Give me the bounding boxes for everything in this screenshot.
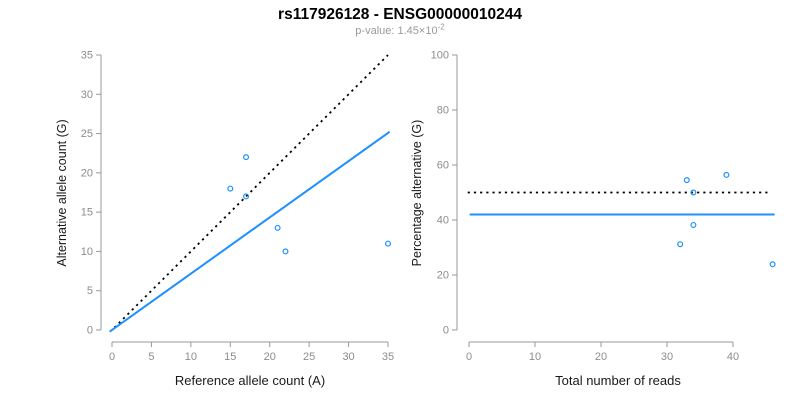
x-tick-label: 0 [109,351,115,363]
y-tick-label: 60 [437,160,449,172]
x-tick-label: 20 [595,351,607,363]
data-point [227,185,234,192]
data-point [723,171,730,178]
figure-title: rs117926128 - ENSG00000010244 [278,6,522,23]
x-tick-label: 15 [224,351,236,363]
y-tick-label: 20 [437,270,449,282]
x-tick-label: 35 [382,351,394,363]
y-tick-label: 20 [81,167,93,179]
x-tick-label: 30 [661,351,673,363]
y-axis-title: Alternative allele count (G) [55,119,69,266]
y-tick-label: 30 [81,89,93,101]
y-axis-title: Percentage alternative (G) [410,120,424,267]
y-tick-label: 10 [81,246,93,258]
x-tick-label: 40 [727,351,739,363]
y-tick-label: 5 [87,285,93,297]
x-tick-label: 0 [466,351,472,363]
y-tick-label: 100 [431,50,449,62]
y-tick-label: 0 [443,325,449,337]
regression-line [109,131,391,333]
x-tick-label: 10 [529,351,541,363]
data-point [282,248,289,255]
pvalue-base: 1.45×10 [397,25,438,37]
pvalue-exponent: -2 [437,22,445,32]
identity-line [113,54,389,329]
data-point [690,189,697,196]
x-tick-label: 25 [303,351,315,363]
data-point [243,193,250,200]
y-tick-label: 0 [87,325,93,337]
x-axis-title: Total number of reads [555,373,681,388]
data-point [690,221,697,228]
figure-subtitle: p-value: 1.45×10-2 [0,22,800,37]
x-tick-label: 30 [342,351,354,363]
data-point [385,240,392,247]
pvalue-label: p-value: [355,25,398,37]
x-tick-label: 5 [148,351,154,363]
data-point [769,261,776,268]
y-tick-label: 40 [437,215,449,227]
data-point [677,241,684,248]
y-tick-label: 25 [81,128,93,140]
x-tick-label: 20 [264,351,276,363]
data-point [274,224,281,231]
y-tick-label: 15 [81,207,93,219]
data-point [683,177,690,184]
data-point [243,154,250,161]
y-tick-label: 35 [81,50,93,62]
y-tick-label: 80 [437,105,449,117]
x-axis-title: Reference allele count (A) [175,373,325,388]
x-tick-label: 10 [185,351,197,363]
